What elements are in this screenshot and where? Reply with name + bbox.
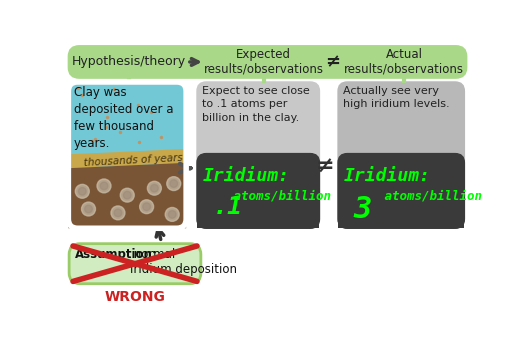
Circle shape — [97, 179, 111, 193]
Text: Iridium:: Iridium: — [203, 167, 290, 185]
Text: Hypothesis/theory: Hypothesis/theory — [72, 56, 186, 69]
FancyBboxPatch shape — [206, 48, 321, 76]
FancyBboxPatch shape — [197, 82, 319, 228]
Circle shape — [165, 208, 179, 221]
Circle shape — [123, 191, 131, 199]
Circle shape — [170, 180, 177, 188]
Text: Expect to see close
to .1 atoms per
billion in the clay.: Expect to see close to .1 atoms per bill… — [203, 86, 310, 123]
FancyBboxPatch shape — [68, 46, 467, 78]
Circle shape — [114, 209, 122, 217]
Text: ≠: ≠ — [325, 53, 340, 71]
Circle shape — [120, 188, 134, 202]
Circle shape — [147, 181, 161, 195]
Text: WRONG: WRONG — [104, 290, 165, 304]
FancyBboxPatch shape — [338, 82, 465, 228]
Text: atoms/billion: atoms/billion — [227, 189, 331, 202]
Circle shape — [81, 202, 96, 216]
Circle shape — [150, 185, 158, 192]
Text: 3: 3 — [353, 195, 372, 224]
FancyBboxPatch shape — [68, 82, 186, 228]
Circle shape — [111, 206, 125, 220]
Circle shape — [168, 211, 176, 218]
Circle shape — [143, 203, 150, 211]
Text: atoms/billion: atoms/billion — [377, 189, 482, 202]
Text: Expected
results/observations: Expected results/observations — [204, 48, 324, 76]
FancyBboxPatch shape — [338, 154, 465, 228]
Text: Iridium:: Iridium: — [344, 167, 431, 185]
Text: ≠: ≠ — [316, 157, 334, 177]
FancyBboxPatch shape — [72, 48, 186, 76]
Bar — [338, 163, 465, 228]
Text: Actually see very
high iridium levels.: Actually see very high iridium levels. — [343, 86, 450, 109]
Text: Assumption:: Assumption: — [75, 248, 158, 261]
Circle shape — [78, 188, 86, 195]
Circle shape — [167, 177, 181, 191]
Circle shape — [100, 182, 108, 190]
Text: normal
iridium deposition: normal iridium deposition — [129, 248, 236, 276]
FancyBboxPatch shape — [69, 244, 201, 284]
Text: Clay was
deposited over a
few thousand
years.: Clay was deposited over a few thousand y… — [74, 86, 173, 150]
Text: Actual
results/observations: Actual results/observations — [344, 48, 464, 76]
Circle shape — [85, 205, 92, 213]
Bar — [197, 163, 319, 228]
FancyBboxPatch shape — [343, 48, 465, 76]
Text: .1: .1 — [212, 195, 243, 219]
Text: thousands of years: thousands of years — [84, 153, 183, 168]
Polygon shape — [68, 163, 186, 228]
Circle shape — [140, 200, 153, 214]
FancyBboxPatch shape — [197, 154, 319, 228]
Circle shape — [75, 185, 89, 198]
Polygon shape — [68, 149, 186, 168]
